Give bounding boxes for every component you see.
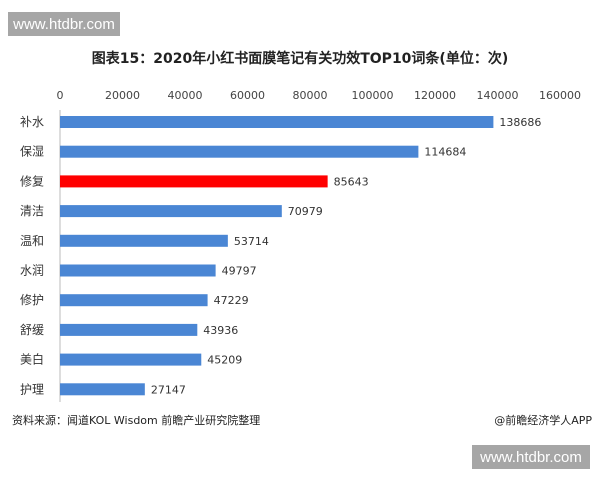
data-label: 53714 xyxy=(234,235,269,248)
credit-note: @前瞻经济学人APP xyxy=(494,414,592,427)
x-tick-label: 40000 xyxy=(168,89,203,102)
data-label: 43936 xyxy=(203,324,238,337)
data-label: 45209 xyxy=(207,354,242,367)
data-label: 138686 xyxy=(499,116,541,129)
category-label: 修复 xyxy=(20,173,44,188)
category-label: 护理 xyxy=(20,382,44,396)
x-tick-label: 60000 xyxy=(230,89,265,102)
x-tick-label: 100000 xyxy=(352,89,394,102)
bar xyxy=(60,294,208,307)
x-tick-label: 20000 xyxy=(105,89,140,102)
bar xyxy=(60,234,228,247)
bar xyxy=(60,383,145,396)
data-label: 27147 xyxy=(151,383,186,396)
bar xyxy=(60,323,198,336)
bar xyxy=(60,145,419,158)
data-label: 49797 xyxy=(222,265,257,278)
watermark-bottom: www.htdbr.com xyxy=(472,445,590,469)
chart-title: 图表15：2020年小红书面膜笔记有关功效TOP10词条(单位：次) xyxy=(91,51,509,67)
data-label: 70979 xyxy=(288,205,323,218)
bar xyxy=(60,205,282,218)
source-note: 资料来源：闻道KOL Wisdom 前瞻产业研究院整理 xyxy=(12,414,261,427)
x-tick-label: 80000 xyxy=(293,89,328,102)
x-tick-label: 140000 xyxy=(477,89,519,102)
bar xyxy=(60,116,494,128)
data-label: 85643 xyxy=(334,175,369,188)
category-label: 补水 xyxy=(20,115,44,129)
x-tick-label: 160000 xyxy=(539,89,581,102)
category-label: 舒缓 xyxy=(20,323,44,337)
category-label: 清洁 xyxy=(20,204,44,218)
watermark-top: www.htdbr.com xyxy=(8,12,120,36)
category-label: 美白 xyxy=(20,352,44,367)
x-tick-label: 120000 xyxy=(414,89,456,102)
category-label: 修护 xyxy=(20,292,44,307)
bar xyxy=(60,353,202,366)
bar xyxy=(60,264,216,277)
category-label: 温和 xyxy=(20,234,44,248)
x-tick-label: 0 xyxy=(57,89,64,102)
data-label: 114684 xyxy=(424,146,466,159)
category-label: 保湿 xyxy=(20,144,44,159)
category-label: 水润 xyxy=(20,264,44,278)
data-label: 47229 xyxy=(214,294,249,307)
bar xyxy=(60,175,328,188)
